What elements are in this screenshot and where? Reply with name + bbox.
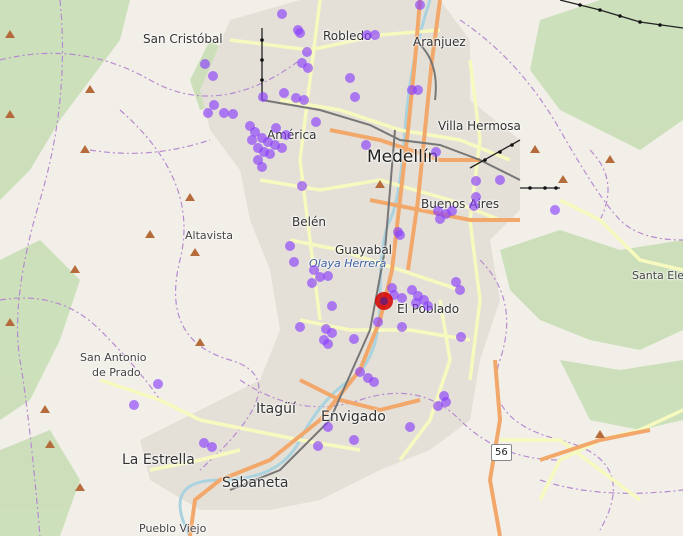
location-marker[interactable] bbox=[303, 63, 313, 73]
location-marker[interactable] bbox=[435, 214, 445, 224]
location-marker[interactable] bbox=[271, 123, 281, 133]
location-marker[interactable] bbox=[345, 73, 355, 83]
location-marker[interactable] bbox=[369, 377, 379, 387]
location-marker[interactable] bbox=[397, 293, 407, 303]
location-marker[interactable] bbox=[277, 9, 287, 19]
highlighted-marker-center bbox=[380, 297, 388, 305]
label-envigado: Envigado bbox=[321, 409, 386, 425]
major-roads bbox=[188, 0, 651, 536]
location-marker[interactable] bbox=[313, 441, 323, 451]
location-marker[interactable] bbox=[295, 322, 305, 332]
location-marker[interactable] bbox=[411, 298, 421, 308]
label-aranjuez: Aranjuez bbox=[413, 35, 466, 49]
location-marker[interactable] bbox=[469, 201, 479, 211]
location-marker[interactable] bbox=[415, 0, 425, 10]
label-itagui: Itagüí bbox=[256, 401, 296, 417]
peak-markers bbox=[5, 30, 615, 491]
location-marker[interactable] bbox=[395, 230, 405, 240]
location-marker[interactable] bbox=[302, 47, 312, 57]
location-marker[interactable] bbox=[265, 149, 275, 159]
location-marker[interactable] bbox=[250, 127, 260, 137]
rail-lines bbox=[229, 39, 521, 491]
location-marker[interactable] bbox=[208, 71, 218, 81]
location-marker[interactable] bbox=[199, 438, 209, 448]
location-marker[interactable] bbox=[257, 162, 267, 172]
location-marker[interactable] bbox=[323, 422, 333, 432]
location-marker[interactable] bbox=[297, 181, 307, 191]
location-marker[interactable] bbox=[423, 301, 433, 311]
location-marker[interactable] bbox=[207, 442, 217, 452]
location-marker[interactable] bbox=[307, 278, 317, 288]
location-marker[interactable] bbox=[281, 130, 291, 140]
location-marker[interactable] bbox=[277, 143, 287, 153]
location-marker[interactable] bbox=[209, 100, 219, 110]
label-medellin: Medellín bbox=[367, 147, 439, 167]
location-marker[interactable] bbox=[153, 379, 163, 389]
road-shield-56: 56 bbox=[491, 444, 512, 461]
location-marker[interactable] bbox=[447, 206, 457, 216]
location-marker[interactable] bbox=[433, 206, 443, 216]
location-marker[interactable] bbox=[129, 400, 139, 410]
location-marker[interactable] bbox=[299, 95, 309, 105]
label-robledo: Robledo bbox=[323, 29, 372, 43]
location-marker[interactable] bbox=[311, 117, 321, 127]
location-marker[interactable] bbox=[247, 135, 257, 145]
location-marker[interactable] bbox=[349, 334, 359, 344]
location-marker[interactable] bbox=[289, 257, 299, 267]
label-sabaneta: Sabaneta bbox=[222, 475, 289, 491]
location-marker[interactable] bbox=[295, 28, 305, 38]
location-marker[interactable] bbox=[550, 205, 560, 215]
label-san-antonio: San Antonio bbox=[80, 351, 147, 364]
location-marker[interactable] bbox=[405, 422, 415, 432]
label-santa-elena: Santa Ele bbox=[632, 269, 683, 282]
location-marker[interactable] bbox=[315, 272, 325, 282]
location-marker[interactable] bbox=[456, 332, 466, 342]
location-marker[interactable] bbox=[413, 85, 423, 95]
location-marker[interactable] bbox=[451, 277, 461, 287]
location-marker[interactable] bbox=[433, 401, 443, 411]
label-la-estrella: La Estrella bbox=[122, 452, 195, 468]
label-america: América bbox=[267, 128, 317, 142]
location-marker[interactable] bbox=[327, 328, 337, 338]
label-guayabal: Guayabal bbox=[335, 243, 393, 257]
location-marker[interactable] bbox=[397, 322, 407, 332]
location-marker[interactable] bbox=[203, 108, 213, 118]
location-marker[interactable] bbox=[431, 147, 441, 157]
location-marker[interactable] bbox=[355, 367, 365, 377]
location-marker[interactable] bbox=[495, 175, 505, 185]
location-marker[interactable] bbox=[471, 176, 481, 186]
location-marker[interactable] bbox=[228, 109, 238, 119]
location-marker[interactable] bbox=[309, 265, 319, 275]
location-marker[interactable] bbox=[327, 301, 337, 311]
label-san-cristobal: San Cristóbal bbox=[143, 32, 223, 46]
location-marker[interactable] bbox=[279, 88, 289, 98]
location-marker[interactable] bbox=[258, 92, 268, 102]
location-marker[interactable] bbox=[200, 59, 210, 69]
location-marker[interactable] bbox=[373, 317, 383, 327]
location-marker[interactable] bbox=[323, 339, 333, 349]
cable-stations bbox=[260, 3, 662, 190]
location-marker[interactable] bbox=[285, 241, 295, 251]
location-marker[interactable] bbox=[323, 271, 333, 281]
location-marker[interactable] bbox=[471, 192, 481, 202]
label-olaya-herrera: Olaya Herrera bbox=[309, 257, 387, 270]
label-altavista: Altavista bbox=[185, 229, 233, 242]
location-marker[interactable] bbox=[349, 435, 359, 445]
label-de-prado: de Prado bbox=[92, 366, 141, 379]
location-marker[interactable] bbox=[455, 285, 465, 295]
location-marker[interactable] bbox=[219, 108, 229, 118]
label-villa-hermosa: Villa Hermosa bbox=[438, 119, 521, 133]
location-marker[interactable] bbox=[362, 30, 372, 40]
label-belen: Belén bbox=[292, 215, 326, 229]
label-pueblo-viejo: Pueblo Viejo bbox=[139, 522, 207, 535]
location-marker[interactable] bbox=[350, 92, 360, 102]
location-marker[interactable] bbox=[361, 140, 371, 150]
location-marker[interactable] bbox=[370, 30, 380, 40]
location-marker[interactable] bbox=[439, 391, 449, 401]
location-marker[interactable] bbox=[291, 93, 301, 103]
